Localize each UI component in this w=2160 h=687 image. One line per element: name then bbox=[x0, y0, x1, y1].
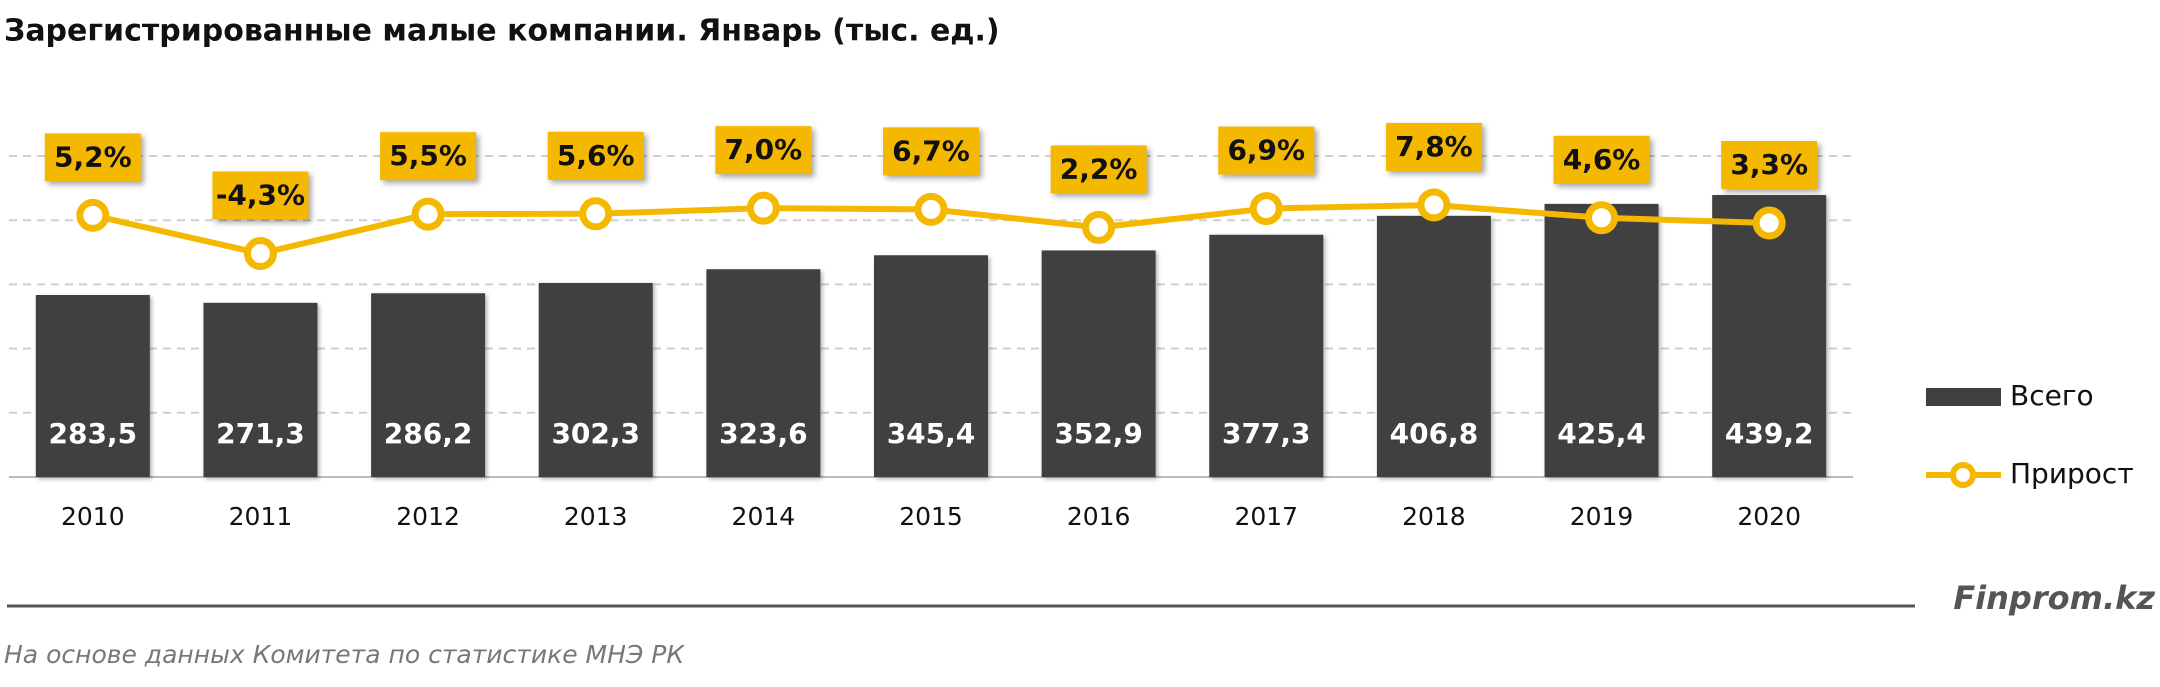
x-tick-label: 2014 bbox=[732, 502, 796, 531]
bar bbox=[874, 255, 988, 477]
label-box bbox=[715, 126, 812, 175]
x-tick-label: 2019 bbox=[1570, 502, 1634, 531]
bar-value-label: 271,3 bbox=[216, 417, 305, 450]
line-value-label: 6,9% bbox=[1227, 134, 1305, 167]
line-marker bbox=[411, 197, 445, 231]
legend-label: Прирост bbox=[2010, 457, 2134, 490]
label-box bbox=[1721, 141, 1818, 190]
label-box bbox=[1050, 145, 1147, 194]
x-tick-label: 2020 bbox=[1737, 502, 1801, 531]
x-tick-label: 2013 bbox=[564, 502, 628, 531]
bar-value-label: 377,3 bbox=[1222, 417, 1311, 450]
x-tick-label: 2012 bbox=[396, 502, 460, 531]
bar-value-label: 425,4 bbox=[1557, 417, 1646, 450]
bar bbox=[371, 293, 486, 477]
line-marker bbox=[76, 198, 110, 232]
bar bbox=[1041, 250, 1156, 477]
line-marker bbox=[579, 197, 613, 231]
x-tick-label: 2017 bbox=[1234, 502, 1298, 531]
line-value-label: 7,0% bbox=[725, 133, 803, 166]
x-tick-label: 2018 bbox=[1402, 502, 1466, 531]
legend-marker bbox=[1950, 462, 1976, 488]
bar bbox=[1544, 203, 1659, 478]
label-box bbox=[547, 131, 644, 180]
bar-value-label: 323,6 bbox=[719, 417, 808, 450]
bar bbox=[1712, 195, 1827, 477]
line-marker bbox=[243, 237, 277, 271]
bar-value-label: 345,4 bbox=[887, 417, 976, 450]
line-value-label: 7,8% bbox=[1395, 130, 1473, 163]
bar-value-label: 439,2 bbox=[1725, 417, 1814, 450]
label-box bbox=[883, 127, 979, 176]
bar bbox=[203, 302, 318, 477]
x-tick-label: 2015 bbox=[899, 502, 963, 531]
line-value-label: 2,2% bbox=[1060, 152, 1138, 185]
legend-swatch bbox=[1926, 388, 2001, 406]
label-box bbox=[1218, 126, 1315, 175]
bar bbox=[538, 282, 653, 477]
line-value-label: -4,3% bbox=[216, 179, 305, 212]
label-box bbox=[212, 171, 309, 220]
line-value-label: 3,3% bbox=[1730, 148, 1808, 181]
x-tick-label: 2010 bbox=[61, 502, 125, 531]
label-box bbox=[44, 133, 141, 182]
line-value-label: 6,7% bbox=[892, 134, 970, 167]
label-box bbox=[1553, 135, 1650, 184]
line-value-label: 5,6% bbox=[557, 139, 635, 172]
chart-title: Зарегистрированные малые компании. Январ… bbox=[4, 14, 1000, 49]
label-box bbox=[380, 132, 477, 181]
line-marker bbox=[1585, 201, 1619, 235]
x-tick-label: 2011 bbox=[229, 502, 293, 531]
bar-value-label: 286,2 bbox=[384, 417, 473, 450]
line-value-label: 5,5% bbox=[389, 139, 467, 172]
line-marker bbox=[746, 191, 780, 225]
line-marker bbox=[914, 192, 948, 226]
line-marker bbox=[1082, 210, 1116, 244]
bar-value-label: 406,8 bbox=[1390, 417, 1479, 450]
source-note: На основе данных Комитета по статистике … bbox=[4, 640, 685, 669]
bar bbox=[1209, 234, 1324, 477]
line-marker bbox=[1752, 206, 1786, 240]
bar bbox=[35, 294, 150, 477]
bar-value-label: 352,9 bbox=[1054, 417, 1143, 450]
x-tick-label: 2016 bbox=[1067, 502, 1131, 531]
line-value-label: 4,6% bbox=[1563, 143, 1641, 176]
line-marker bbox=[1417, 188, 1451, 222]
line-marker bbox=[1249, 192, 1283, 226]
line-value-label: 5,2% bbox=[54, 140, 132, 173]
label-box bbox=[1385, 122, 1482, 171]
brand: Finprom.kz bbox=[1953, 579, 2155, 617]
bar bbox=[1376, 215, 1491, 477]
bar bbox=[706, 269, 821, 477]
bar-value-label: 302,3 bbox=[551, 417, 640, 450]
legend-label: Всего bbox=[2010, 379, 2094, 412]
bar-value-label: 283,5 bbox=[49, 417, 138, 450]
